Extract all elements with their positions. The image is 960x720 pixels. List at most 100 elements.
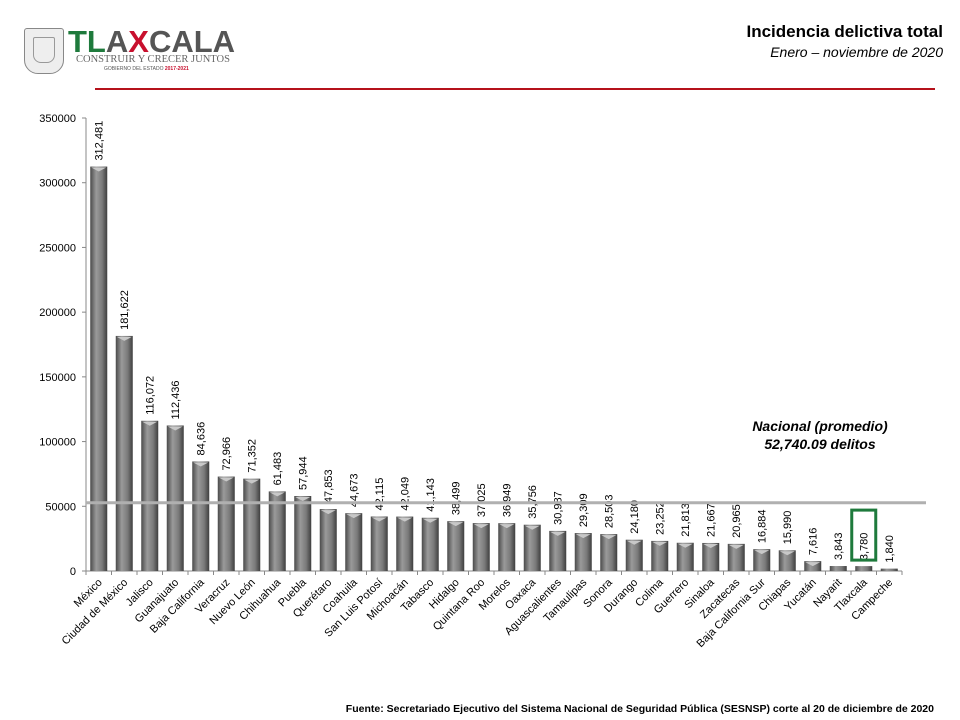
- bar: [396, 516, 414, 571]
- data-label: 23,252: [655, 501, 667, 535]
- bar-bevel: [779, 551, 795, 556]
- data-label: 29,309: [578, 493, 590, 527]
- y-tick-label: 250000: [39, 242, 76, 254]
- data-label: 24,180: [629, 500, 641, 534]
- bar: [574, 533, 592, 571]
- bar: [319, 509, 337, 571]
- bar: [778, 550, 796, 571]
- bar: [192, 461, 210, 571]
- data-label: 41,143: [425, 478, 437, 512]
- data-label: 21,667: [706, 503, 718, 537]
- data-label: 112,436: [170, 381, 182, 420]
- data-label: 16,884: [757, 509, 769, 543]
- bar-bevel: [626, 540, 642, 545]
- bar: [421, 517, 439, 571]
- average-annotation-value: 52,740.09 delitos: [764, 436, 876, 452]
- bar-bevel: [320, 510, 336, 515]
- data-label: 1,840: [884, 535, 896, 563]
- bar: [472, 523, 490, 571]
- bar-bevel: [601, 535, 617, 540]
- bar: [447, 521, 465, 571]
- tlaxcala-logo: TLAXCALA CONSTRUIR Y CRECER JUNTOS GOBIE…: [24, 24, 235, 74]
- bar-bevel: [167, 426, 183, 431]
- logo-slogan: CONSTRUIR Y CRECER JUNTOS: [76, 54, 230, 65]
- chart-title: Incidencia delictiva total: [746, 22, 943, 41]
- data-label: 42,049: [400, 477, 412, 511]
- bar-bevel: [499, 524, 515, 529]
- bar: [90, 166, 108, 571]
- source-footnote: Fuente: Secretariado Ejecutivo del Siste…: [345, 703, 934, 715]
- chart-subtitle: Enero – noviembre de 2020: [770, 44, 943, 60]
- data-label: 20,965: [731, 504, 743, 538]
- bar-bevel: [728, 544, 744, 549]
- bar: [702, 542, 720, 571]
- data-label: 3,780: [859, 533, 871, 561]
- bar: [243, 478, 261, 571]
- bar-bevel: [652, 541, 668, 546]
- bar: [498, 523, 516, 571]
- data-label: 38,499: [451, 482, 463, 516]
- data-label: 28,503: [604, 494, 616, 528]
- y-tick-label: 50000: [45, 501, 76, 513]
- bar-bevel: [269, 492, 285, 497]
- bar: [115, 335, 133, 571]
- data-label: 21,813: [680, 503, 692, 537]
- y-tick-label: 350000: [39, 113, 76, 125]
- data-label: 3,843: [833, 532, 845, 560]
- data-label: 15,990: [782, 511, 794, 545]
- data-label: 181,622: [119, 290, 131, 330]
- y-tick-label: 0: [70, 566, 76, 578]
- bar-bevel: [193, 462, 209, 467]
- data-label: 44,673: [349, 474, 361, 508]
- bar: [829, 566, 847, 571]
- highlight-box: [850, 508, 878, 562]
- header-divider: [95, 88, 935, 90]
- y-tick-label: 100000: [39, 437, 76, 449]
- data-label: 71,352: [247, 439, 259, 473]
- data-label: 61,483: [272, 452, 284, 486]
- bar-bevel: [397, 517, 413, 522]
- coat-of-arms-icon: [24, 28, 64, 74]
- data-label: 42,115: [374, 478, 386, 511]
- y-tick-label: 200000: [39, 307, 76, 319]
- bar-bevel: [371, 517, 387, 522]
- bar: [727, 543, 745, 571]
- bar-bevel: [575, 534, 591, 539]
- bar: [141, 420, 159, 571]
- bar-bevel: [473, 524, 489, 529]
- bar: [676, 542, 694, 571]
- bar: [753, 549, 771, 571]
- bar: [345, 513, 363, 571]
- bar: [855, 566, 873, 571]
- data-label: 36,949: [502, 484, 514, 518]
- data-label: 37,025: [476, 483, 488, 517]
- bar: [549, 530, 567, 571]
- bar: [370, 516, 388, 571]
- bar: [217, 476, 235, 571]
- bar-bevel: [346, 514, 362, 519]
- data-label: 84,636: [196, 422, 208, 456]
- bar-bevel: [218, 477, 234, 482]
- bar-bevel: [524, 525, 540, 530]
- bar: [523, 524, 541, 571]
- data-label: 7,616: [808, 528, 820, 556]
- average-annotation-label: Nacional (promedio): [752, 418, 888, 434]
- data-label: 312,481: [94, 121, 106, 161]
- data-label: 116,072: [145, 376, 157, 415]
- bar-bevel: [91, 167, 107, 172]
- data-label: 47,853: [323, 469, 335, 503]
- bar: [600, 534, 618, 571]
- data-label: 72,966: [221, 437, 233, 471]
- bar: [880, 568, 898, 571]
- bar-bevel: [422, 518, 438, 523]
- bar: [651, 540, 669, 571]
- bar-bevel: [244, 479, 260, 484]
- bar: [166, 425, 184, 571]
- bar-bevel: [295, 497, 311, 502]
- data-label: 30,987: [553, 491, 565, 525]
- bar-bevel: [448, 522, 464, 527]
- logo-gov: GOBIERNO DEL ESTADO 2017-2021: [104, 66, 189, 72]
- bar: [625, 539, 643, 571]
- logo-wordmark: TLAXCALA: [68, 24, 236, 59]
